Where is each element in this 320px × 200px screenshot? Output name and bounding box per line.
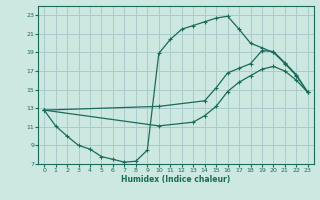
X-axis label: Humidex (Indice chaleur): Humidex (Indice chaleur) <box>121 175 231 184</box>
